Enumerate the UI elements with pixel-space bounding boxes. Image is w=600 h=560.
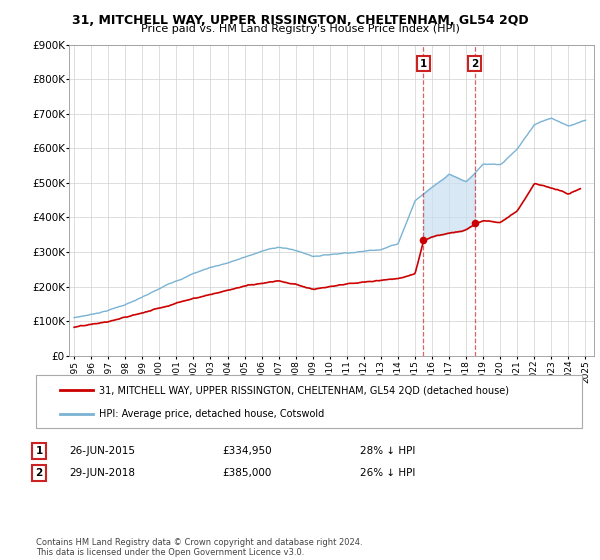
Text: 29-JUN-2018: 29-JUN-2018 [69,468,135,478]
Text: 2: 2 [471,59,478,69]
Text: 31, MITCHELL WAY, UPPER RISSINGTON, CHELTENHAM, GL54 2QD (detached house): 31, MITCHELL WAY, UPPER RISSINGTON, CHEL… [99,385,509,395]
Text: 2: 2 [35,468,43,478]
Text: 31, MITCHELL WAY, UPPER RISSINGTON, CHELTENHAM, GL54 2QD: 31, MITCHELL WAY, UPPER RISSINGTON, CHEL… [71,14,529,27]
Text: Contains HM Land Registry data © Crown copyright and database right 2024.
This d: Contains HM Land Registry data © Crown c… [36,538,362,557]
Text: Price paid vs. HM Land Registry's House Price Index (HPI): Price paid vs. HM Land Registry's House … [140,24,460,34]
Text: £334,950: £334,950 [222,446,272,456]
Text: 1: 1 [35,446,43,456]
Point [470,218,479,227]
Text: 26% ↓ HPI: 26% ↓ HPI [360,468,415,478]
Text: 26-JUN-2015: 26-JUN-2015 [69,446,135,456]
Point [419,235,428,244]
Text: 28% ↓ HPI: 28% ↓ HPI [360,446,415,456]
Text: £385,000: £385,000 [222,468,271,478]
Text: 1: 1 [420,59,427,69]
Text: HPI: Average price, detached house, Cotswold: HPI: Average price, detached house, Cots… [99,408,324,418]
